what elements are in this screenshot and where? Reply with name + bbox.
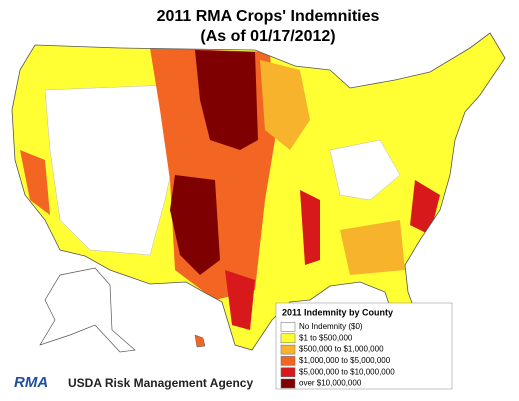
hawaii xyxy=(194,334,206,348)
legend-label: $1,000,000 to $5,000,000 xyxy=(299,356,391,365)
region-orange-light xyxy=(260,60,310,150)
legend-swatch xyxy=(280,344,296,355)
legend-title: 2011 Indemnity by County xyxy=(282,307,393,317)
legend-swatch xyxy=(280,378,296,389)
legend-swatch xyxy=(280,333,296,344)
legend-items: No Indemnity ($0) $1 to $500,000 $500,000 … xyxy=(280,322,395,389)
legend-swatch xyxy=(280,367,296,377)
legend-label: $1 to $500,000 xyxy=(299,333,353,342)
legend-label: $500,000 to $1,000,000 xyxy=(299,345,384,354)
legend-label: No Indemnity ($0) xyxy=(299,322,363,331)
legend-label: over $10,000,000 xyxy=(299,379,362,388)
logo: RMA xyxy=(14,374,48,391)
region-darkred xyxy=(195,50,258,150)
region-red xyxy=(300,190,320,265)
alaska xyxy=(39,267,136,353)
agency-name: USDA Risk Management Agency xyxy=(68,376,253,390)
region-orange-light xyxy=(340,220,405,275)
region-darkred xyxy=(170,175,220,275)
legend-swatch xyxy=(280,356,296,366)
legend-label: $5,000,000 to $10,000,000 xyxy=(299,367,395,376)
legend-box xyxy=(275,302,453,390)
region-red xyxy=(225,270,255,330)
title: 2011 RMA Crops' Indemnities xyxy=(157,8,380,25)
region-orange xyxy=(20,150,50,215)
region-none xyxy=(329,139,401,201)
subtitle: (As of 01/17/2012) xyxy=(200,28,335,45)
legend-swatch xyxy=(280,322,296,332)
